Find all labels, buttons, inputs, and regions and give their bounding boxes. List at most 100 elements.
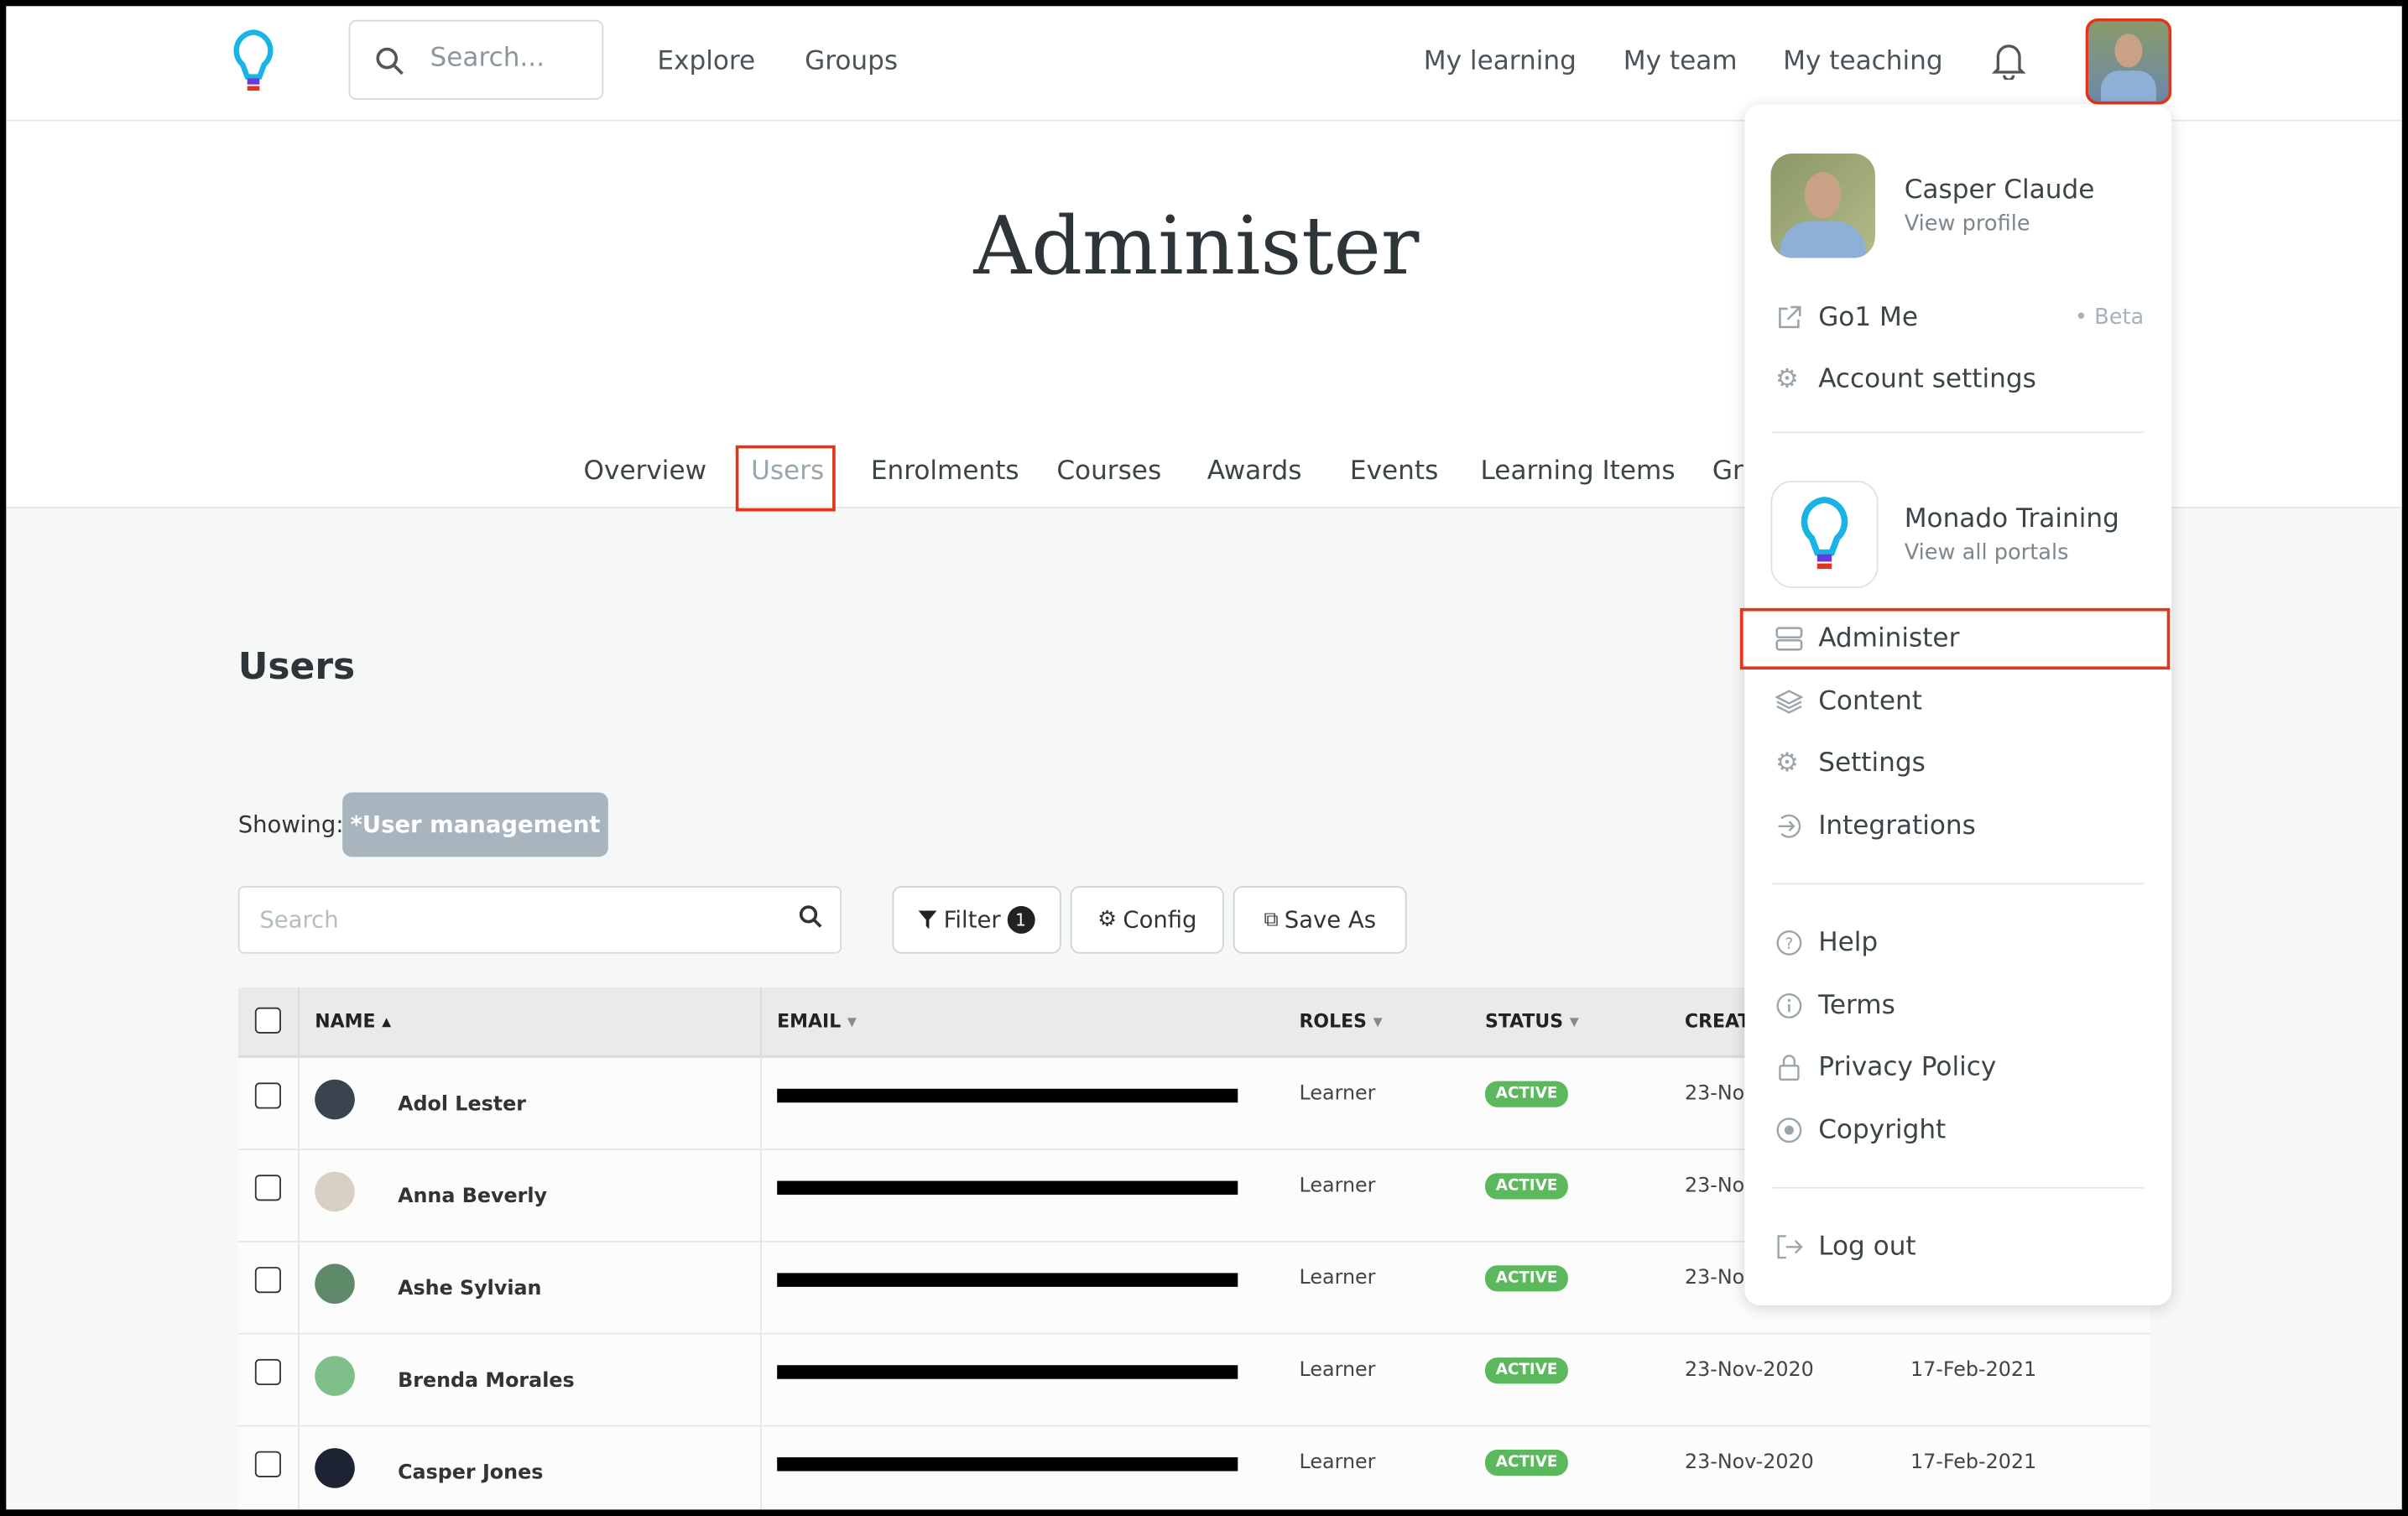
menu-copyright[interactable]: Copyright (1775, 1112, 1946, 1149)
tab-overview[interactable]: Overview (583, 456, 707, 487)
user-name[interactable]: Brenda Morales (398, 1369, 575, 1394)
logout-icon (1777, 1235, 1803, 1259)
select-all-checkbox[interactable] (254, 1007, 281, 1034)
go1-logo-icon[interactable] (231, 28, 277, 96)
tab-courses[interactable]: Courses (1056, 456, 1162, 487)
menu-content[interactable]: Content (1775, 684, 1922, 721)
user-avatar (315, 1079, 355, 1120)
redacted-email (777, 1365, 1238, 1379)
settings-label: Settings (1818, 748, 1926, 779)
content-label: Content (1818, 686, 1922, 717)
save-as-button[interactable]: ⧉ Save As (1233, 886, 1407, 954)
created-date: 23-Nov-2020 (1684, 1358, 1814, 1383)
user-avatar (315, 1171, 355, 1212)
created-date: 23-Nov (1684, 1082, 1757, 1106)
nav-explore[interactable]: Explore (657, 45, 756, 77)
user-name[interactable]: Ashe Sylvian (398, 1277, 542, 1301)
tab-learning-items[interactable]: Learning Items (1480, 456, 1676, 487)
row-checkbox[interactable] (254, 1267, 281, 1294)
page-title: Administer (973, 201, 1420, 294)
tab-enrolments[interactable]: Enrolments (870, 456, 1019, 487)
copy-icon: ⧉ (1264, 908, 1279, 932)
menu-administer[interactable]: Administer (1775, 620, 1959, 657)
user-role: Learner (1299, 1175, 1376, 1198)
redacted-email (777, 1180, 1238, 1196)
layers-icon (1775, 690, 1803, 714)
users-search-placeholder: Search (259, 905, 339, 934)
profile-photo (1770, 154, 1875, 258)
menu-go1-me[interactable]: Go1 Me • Beta (1775, 300, 2144, 336)
search-icon[interactable] (799, 904, 823, 929)
row-checkbox[interactable] (254, 1451, 281, 1477)
save-as-label: Save As (1284, 905, 1377, 934)
tab-events[interactable]: Events (1349, 456, 1439, 487)
avatar-shirt (2100, 70, 2156, 102)
created-date: 23-Nov (1684, 1175, 1757, 1198)
view-selector-pill[interactable]: *User management (342, 792, 608, 857)
nav-groups[interactable]: Groups (805, 45, 899, 77)
nav-my-learning[interactable]: My learning (1423, 45, 1577, 77)
column-roles[interactable]: ROLES ▾ (1299, 1010, 1383, 1033)
tab-awards[interactable]: Awards (1207, 456, 1302, 487)
search-placeholder: Search... (430, 43, 545, 74)
lock-icon (1779, 1055, 1800, 1081)
integrations-icon (1778, 814, 1801, 838)
column-email[interactable]: EMAIL ▾ (777, 1010, 857, 1033)
nav-my-team[interactable]: My team (1623, 45, 1738, 77)
menu-help[interactable]: ? Help (1775, 925, 1878, 961)
row-checkbox[interactable] (254, 1175, 281, 1201)
tab-users-highlight[interactable] (735, 445, 836, 512)
redacted-email (777, 1088, 1238, 1103)
filter-button[interactable]: Filter 1 (892, 886, 1061, 954)
users-search-input[interactable]: Search (237, 886, 842, 954)
page: Search... Explore Groups My learning My … (6, 6, 2402, 1510)
user-name[interactable]: Anna Beverly (398, 1185, 548, 1209)
filter-count-badge: 1 (1006, 905, 1035, 934)
status-badge: ACTIVE (1484, 1357, 1569, 1384)
user-avatar-button[interactable] (2085, 18, 2172, 105)
column-name[interactable]: NAME ▴ (315, 1010, 392, 1033)
users-heading: Users (237, 644, 356, 689)
privacy-label: Privacy Policy (1818, 1051, 1997, 1083)
menu-log-out[interactable]: Log out (1775, 1228, 1916, 1265)
help-label: Help (1818, 927, 1879, 959)
table-row[interactable]: Brenda Morales Learner ACTIVE 23-Nov-202… (237, 1334, 2150, 1429)
config-button[interactable]: ⚙ Config (1070, 886, 1224, 954)
tab-groups[interactable]: Gr (1712, 456, 1743, 487)
filter-icon (919, 910, 938, 930)
view-all-portals-link[interactable]: View all portals (1904, 540, 2069, 565)
row-checkbox[interactable] (254, 1082, 281, 1109)
avatar-face (2114, 34, 2143, 68)
menu-account-settings[interactable]: ⚙ Account settings (1775, 361, 2036, 398)
server-icon (1775, 627, 1803, 651)
config-label: Config (1123, 905, 1197, 934)
user-name[interactable]: Adol Lester (398, 1093, 527, 1117)
user-dropdown-menu: Casper Claude View profile Go1 Me • Beta… (1739, 104, 2172, 1305)
view-profile-link[interactable]: View profile (1904, 211, 2030, 237)
portal-name: Monado Training (1904, 503, 2119, 534)
user-name[interactable]: Casper Jones (398, 1461, 544, 1485)
menu-integrations[interactable]: Integrations (1775, 808, 1976, 845)
showing-label: Showing: (237, 810, 344, 839)
column-status[interactable]: STATUS ▾ (1484, 1010, 1579, 1033)
user-avatar (315, 1263, 355, 1305)
bell-icon[interactable] (1992, 40, 2026, 81)
copyright-icon (1776, 1117, 1802, 1144)
help-icon: ? (1776, 930, 1802, 956)
menu-privacy-policy[interactable]: Privacy Policy (1775, 1049, 1996, 1086)
status-badge: ACTIVE (1484, 1265, 1569, 1292)
menu-settings[interactable]: ⚙ Settings (1775, 745, 1926, 782)
filter-label: Filter (943, 905, 1001, 934)
tab-users[interactable]: Users (751, 456, 825, 487)
user-avatar (315, 1448, 355, 1488)
date-column: 17-Feb-2021 (1910, 1358, 2037, 1383)
global-search-input[interactable]: Search... (348, 19, 604, 100)
table-row[interactable]: Casper Jones Learner ACTIVE 23-Nov-2020 … (237, 1426, 2150, 1510)
row-checkbox[interactable] (254, 1358, 281, 1386)
nav-my-teaching[interactable]: My teaching (1783, 45, 1943, 77)
column-created[interactable]: CREAT (1684, 1010, 1751, 1033)
portal-logo (1770, 480, 1879, 589)
status-badge: ACTIVE (1484, 1173, 1569, 1200)
user-name: Casper Claude (1904, 175, 2095, 206)
menu-terms[interactable]: Terms (1775, 987, 1895, 1024)
